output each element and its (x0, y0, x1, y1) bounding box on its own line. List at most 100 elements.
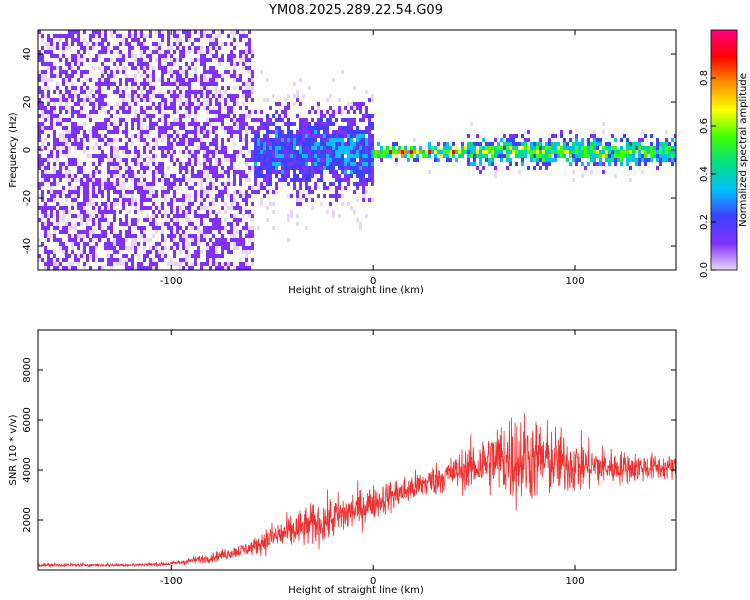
heatmap-cell (155, 106, 158, 110)
heatmap-cell (131, 174, 134, 178)
heatmap-cell (383, 154, 386, 158)
heatmap-cell (326, 158, 329, 162)
heatmap-cell (131, 194, 134, 198)
heatmap-cell (173, 138, 176, 142)
heatmap-cell (158, 50, 161, 54)
heatmap-cell (74, 110, 77, 114)
heatmap-cell (146, 90, 149, 94)
heatmap-cell (332, 110, 335, 114)
heatmap-cell (266, 174, 269, 178)
heatmap-cell (41, 226, 44, 230)
heatmap-cell (227, 250, 230, 254)
heatmap-cell (119, 62, 122, 66)
heatmap-cell (44, 74, 47, 78)
heatmap-cell (311, 126, 314, 130)
heatmap-cell (107, 130, 110, 134)
heatmap-cell (182, 54, 185, 58)
heatmap-cell (272, 210, 275, 214)
heatmap-cell (95, 194, 98, 198)
heatmap-cell (245, 50, 248, 54)
heatmap-cell (77, 42, 80, 46)
heatmap-cell (104, 230, 107, 234)
heatmap-cell (68, 150, 71, 154)
heatmap-cell (203, 198, 206, 202)
heatmap-cell (215, 262, 218, 266)
heatmap-cell (146, 206, 149, 210)
heatmap-cell (170, 218, 173, 222)
heatmap-cell (140, 138, 143, 142)
heatmap-cell (230, 194, 233, 198)
heatmap-cell (56, 194, 59, 198)
heatmap-cell (359, 102, 362, 106)
heatmap-cell (371, 162, 374, 166)
heatmap-cell (272, 146, 275, 150)
heatmap-cell (296, 142, 299, 146)
heatmap-cell (581, 138, 584, 142)
heatmap-cell (290, 122, 293, 126)
heatmap-cell (341, 130, 344, 134)
heatmap-cell (89, 202, 92, 206)
heatmap-cell (590, 134, 593, 138)
heatmap-cell (575, 150, 578, 154)
heatmap-cell (242, 242, 245, 246)
heatmap-cell (227, 54, 230, 58)
heatmap-cell (308, 86, 311, 90)
heatmap-cell (314, 166, 317, 170)
heatmap-cell (152, 234, 155, 238)
heatmap-cell (167, 262, 170, 266)
heatmap-cell (275, 154, 278, 158)
heatmap-cell (323, 154, 326, 158)
heatmap-cell (308, 190, 311, 194)
heatmap-cell (188, 194, 191, 198)
heatmap-cell (353, 130, 356, 134)
heatmap-cell (98, 138, 101, 142)
heatmap-cell (107, 206, 110, 210)
heatmap-cell (272, 130, 275, 134)
heatmap-cell (368, 130, 371, 134)
heatmap-cell (128, 258, 131, 262)
heatmap-cell (626, 158, 629, 162)
heatmap-cell (86, 78, 89, 82)
heatmap-cell (161, 250, 164, 254)
heatmap-cell (239, 178, 242, 182)
heatmap-cell (293, 178, 296, 182)
heatmap-cell (467, 162, 470, 166)
heatmap-cell (62, 142, 65, 146)
heatmap-cell (218, 114, 221, 118)
heatmap-cell (41, 210, 44, 214)
heatmap-cell (167, 134, 170, 138)
heatmap-cell (221, 54, 224, 58)
heatmap-cell (236, 126, 239, 130)
heatmap-cell (512, 146, 515, 150)
heatmap-cell (437, 150, 440, 154)
heatmap-cell (254, 146, 257, 150)
heatmap-cell (47, 206, 50, 210)
x-tick-label: 0 (370, 576, 376, 587)
heatmap-cell (47, 34, 50, 38)
heatmap-cell (521, 134, 524, 138)
heatmap-cell (107, 86, 110, 90)
heatmap-cell (107, 46, 110, 50)
heatmap-cell (56, 142, 59, 146)
x-tick-label: 100 (566, 276, 585, 287)
heatmap-cell (65, 98, 68, 102)
heatmap-cell (83, 90, 86, 94)
heatmap-cell (122, 246, 125, 250)
heatmap-cell (41, 170, 44, 174)
heatmap-cell (332, 78, 335, 82)
heatmap-cell (131, 198, 134, 202)
heatmap-cell (260, 162, 263, 166)
heatmap-cell (149, 206, 152, 210)
heatmap-cell (341, 194, 344, 198)
heatmap-cell (212, 66, 215, 70)
heatmap-cell (104, 50, 107, 54)
heatmap-cell (56, 122, 59, 126)
heatmap-cell (50, 78, 53, 82)
heatmap-cell (53, 110, 56, 114)
heatmap-cell (224, 170, 227, 174)
heatmap-cell (68, 262, 71, 266)
heatmap-cell (179, 138, 182, 142)
heatmap-cell (56, 54, 59, 58)
heatmap-cell (290, 210, 293, 214)
heatmap-cell (89, 46, 92, 50)
